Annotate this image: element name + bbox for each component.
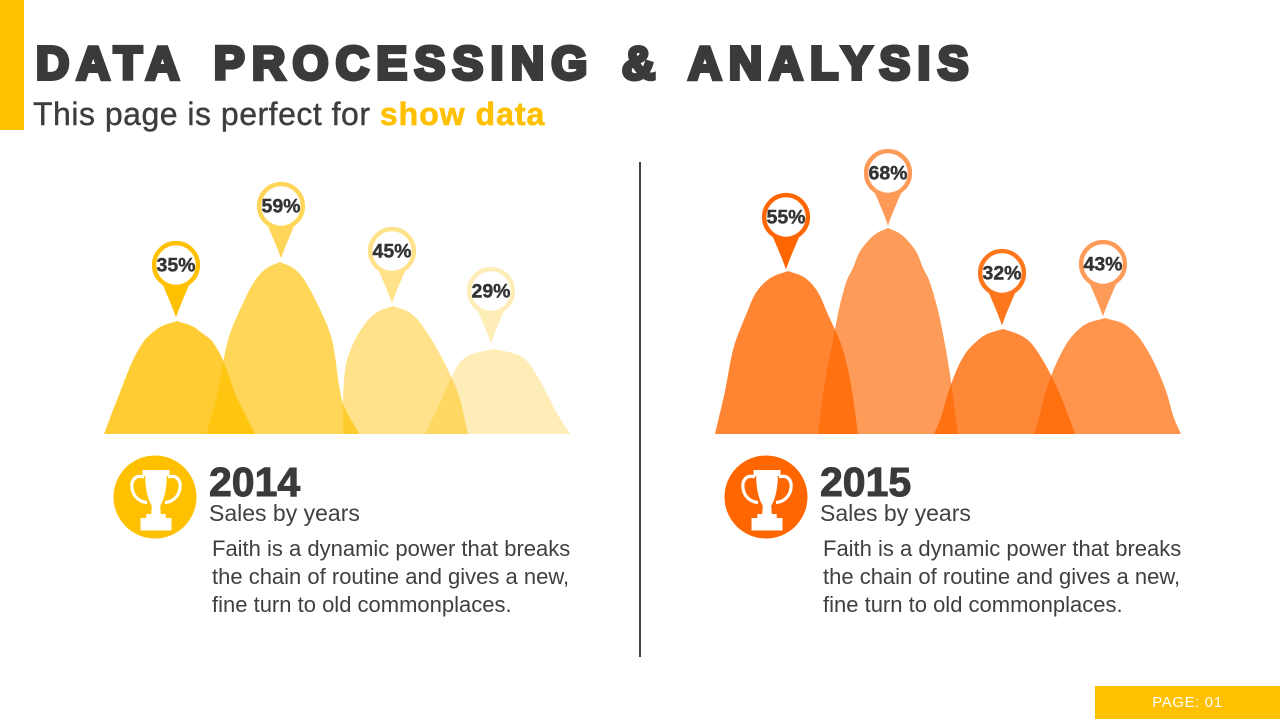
svg-text:35%: 35% [156,255,195,277]
svg-text:32%: 32% [982,263,1021,285]
svg-text:55%: 55% [766,207,805,229]
svg-text:43%: 43% [1083,254,1122,276]
svg-text:29%: 29% [471,281,510,303]
svg-text:68%: 68% [868,163,907,185]
svg-text:59%: 59% [261,196,300,218]
svg-text:45%: 45% [372,241,411,263]
